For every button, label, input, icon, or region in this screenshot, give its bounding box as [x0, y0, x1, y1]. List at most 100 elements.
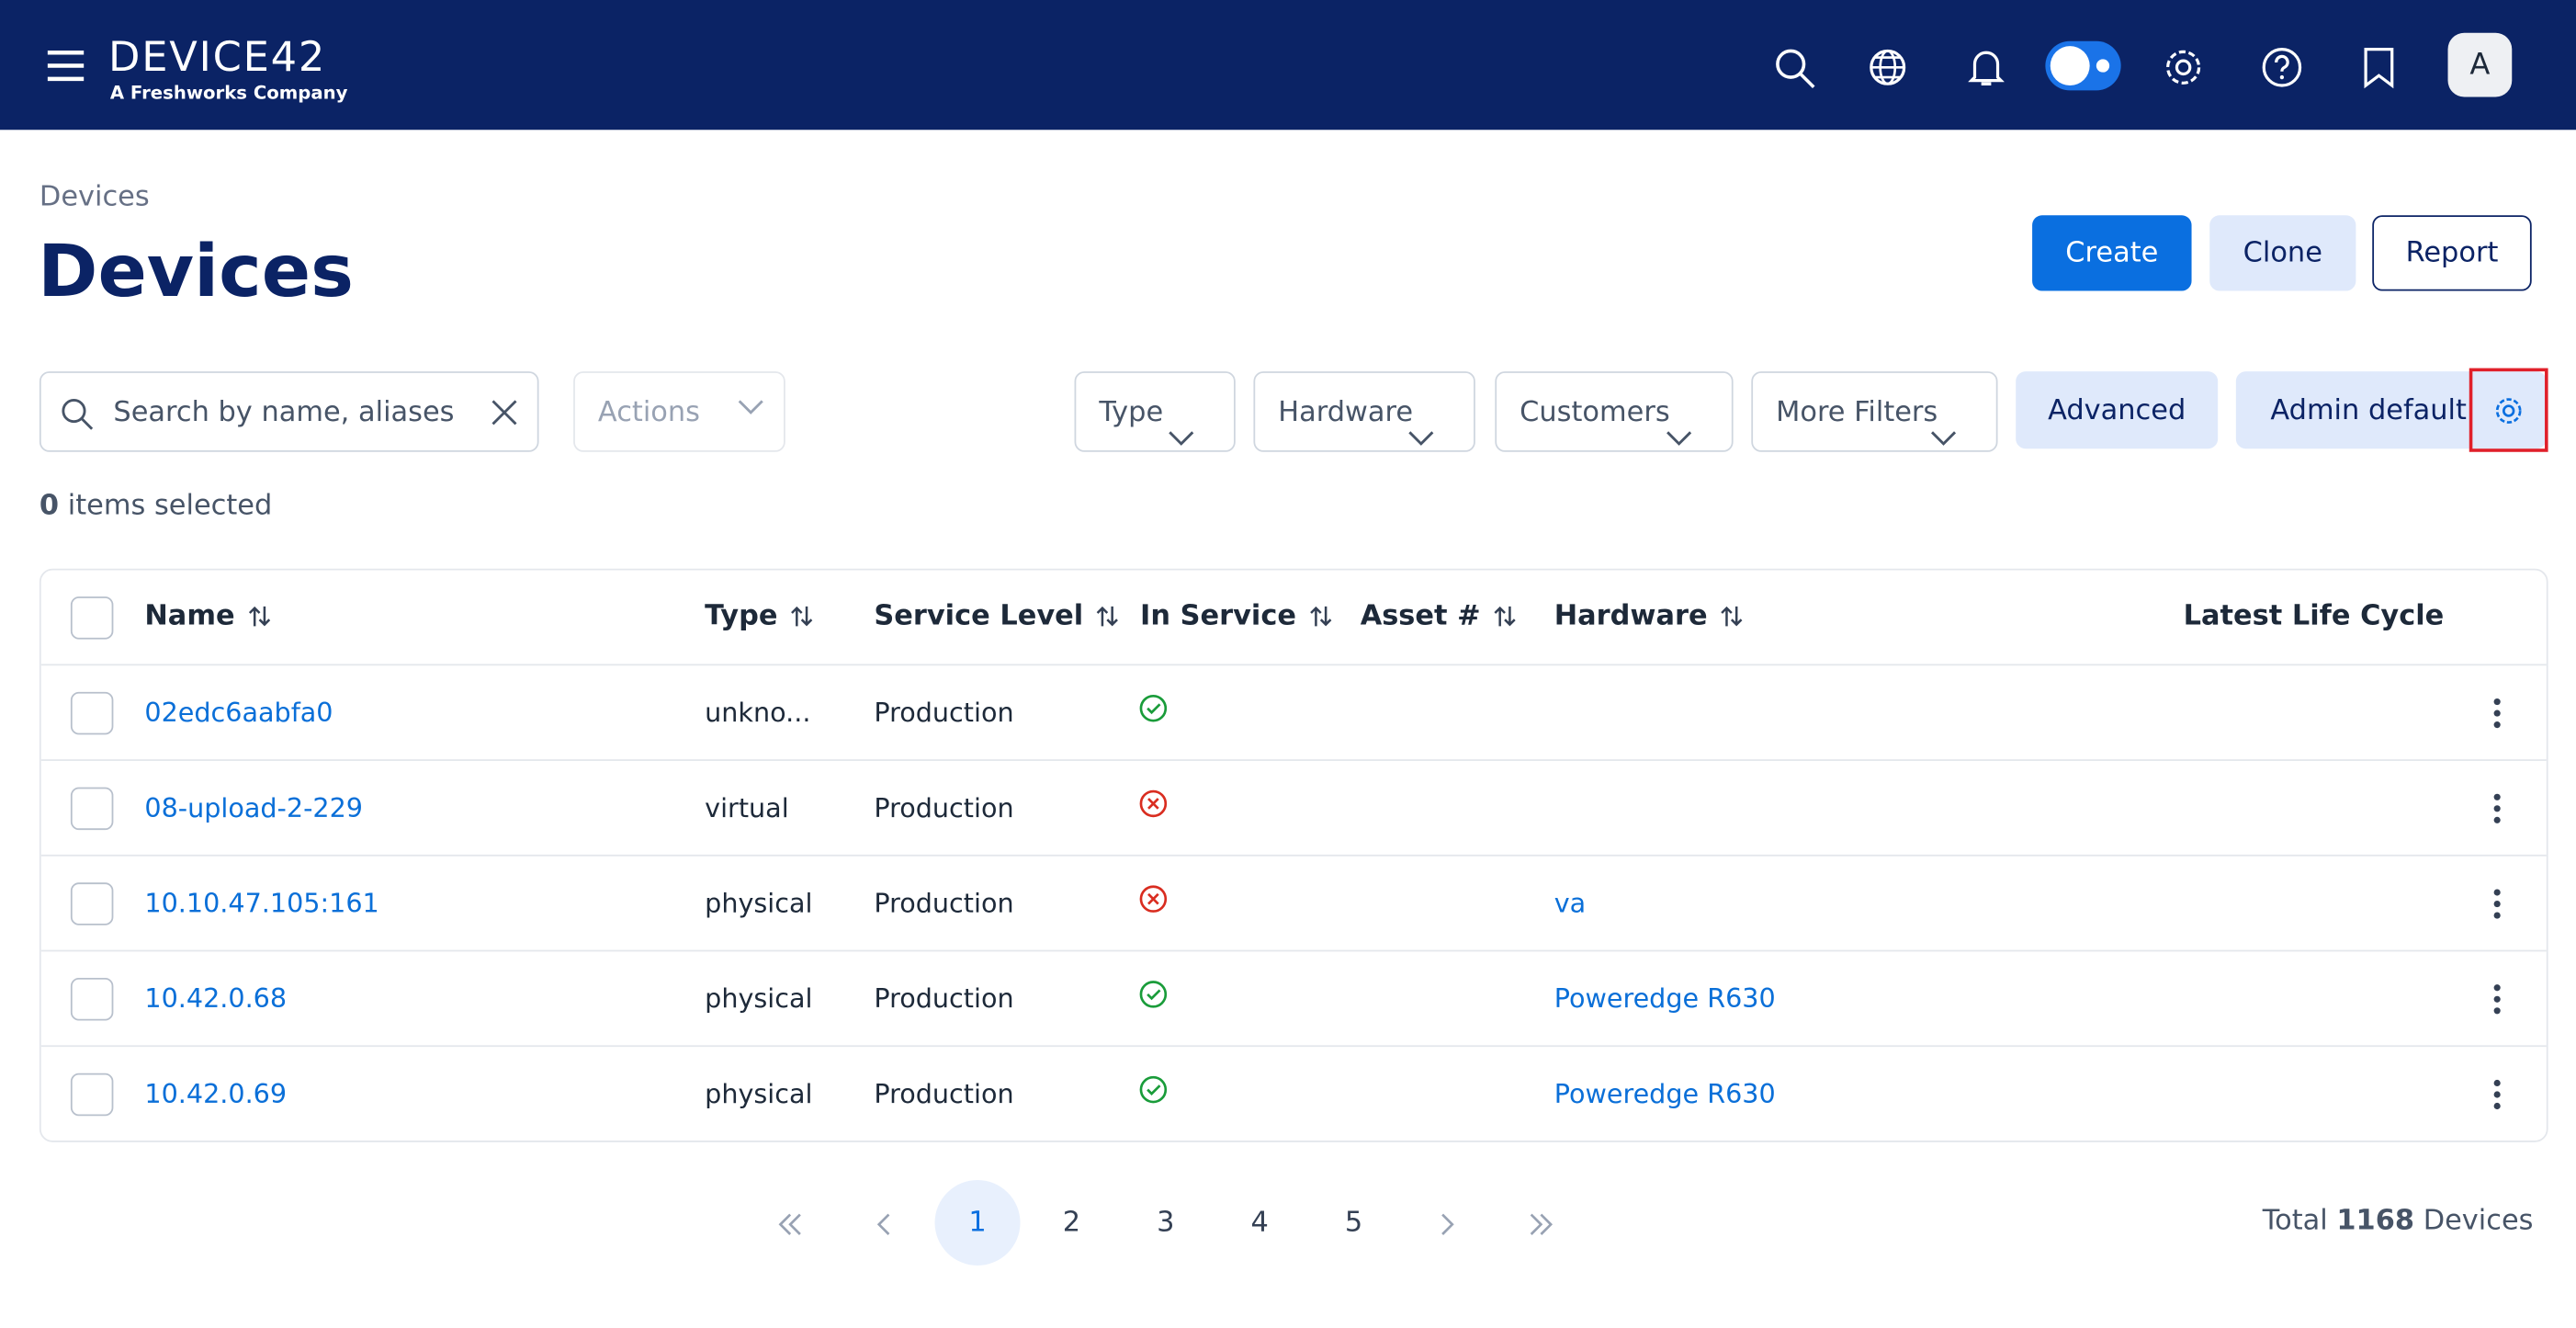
next-page[interactable]: [1434, 1211, 1461, 1243]
globe-icon[interactable]: [1868, 48, 1907, 87]
sort-icon-svg: [248, 606, 271, 627]
view-settings[interactable]: [2469, 368, 2548, 452]
first-page[interactable]: [777, 1211, 804, 1243]
settings-icon[interactable]: [2162, 46, 2204, 88]
in-service-icon-svg: [1139, 981, 1168, 1008]
sort-icon: [791, 605, 814, 628]
sort-icon-svg: [1310, 606, 1332, 627]
service-level: Production: [874, 697, 1014, 729]
device-type: physical: [705, 887, 813, 919]
column-header[interactable]: Service Level: [874, 599, 1120, 633]
page-number[interactable]: 4: [1250, 1206, 1269, 1240]
advanced-button[interactable]: Advanced: [2016, 371, 2219, 449]
device-name[interactable]: 10.42.0.69: [144, 1078, 288, 1110]
filter-label: Type: [1099, 395, 1164, 428]
chevron-svg: [1666, 431, 1692, 446]
actions-dropdown[interactable]: Actions: [573, 371, 785, 452]
not-in-service-icon-svg: [1139, 789, 1168, 818]
column-label: Service Level: [874, 599, 1084, 633]
table-row: 02edc6aabfa0 unkno... Production: [40, 665, 2547, 761]
column-header[interactable]: Hardware: [1554, 600, 1744, 632]
filter-dropdown[interactable]: Hardware: [1253, 371, 1475, 452]
actions-label: Actions: [597, 395, 700, 428]
sort-icon: [1721, 605, 1744, 628]
last-page-svg: [1530, 1213, 1554, 1235]
breadcrumb[interactable]: Devices: [39, 180, 150, 214]
table-row: 10.42.0.69 physical Production Poweredge R6…: [41, 1047, 2547, 1141]
row-menu[interactable]: [2492, 982, 2503, 1022]
filter-dropdown[interactable]: Type: [1074, 371, 1236, 452]
service-level: Production: [874, 1078, 1014, 1110]
column-label: In Service: [1140, 599, 1297, 633]
page-number[interactable]: 2: [1062, 1206, 1081, 1240]
bell-icon[interactable]: [1968, 46, 2005, 88]
last-page[interactable]: [1528, 1211, 1554, 1243]
selection-text: items selected: [67, 489, 273, 523]
logo[interactable]: DEVICE42: [108, 32, 327, 81]
hardware[interactable]: Poweredge R630: [1554, 982, 1776, 1015]
not-in-service-icon-svg: [1139, 885, 1168, 913]
avatar[interactable]: A: [2447, 32, 2513, 97]
sort-icon: [248, 605, 271, 628]
filter-label: Customers: [1520, 395, 1670, 428]
prev-page[interactable]: [871, 1211, 898, 1243]
select-all-checkbox[interactable]: [70, 596, 114, 640]
row-menu-svg: [2493, 984, 2501, 1015]
bookmark-icon[interactable]: [2363, 46, 2396, 89]
row-checkbox[interactable]: [70, 787, 114, 831]
create-button[interactable]: Create: [2032, 215, 2192, 291]
row-checkbox[interactable]: [70, 1073, 114, 1117]
in-service-icon-svg: [1139, 1075, 1168, 1104]
filter-dropdown[interactable]: More Filters: [1751, 371, 1998, 452]
row-menu-svg: [2493, 1079, 2501, 1110]
row-menu[interactable]: [2492, 888, 2503, 927]
report-button[interactable]: Report: [2372, 215, 2532, 291]
row-menu[interactable]: [2492, 792, 2503, 832]
device-name[interactable]: 10.10.47.105:161: [144, 887, 379, 919]
row-checkbox[interactable]: [70, 978, 114, 1021]
row-checkbox[interactable]: [70, 691, 114, 735]
hardware[interactable]: va: [1554, 887, 1587, 919]
device-name[interactable]: 08-upload-2-229: [144, 791, 364, 823]
column-label: Asset #: [1360, 599, 1481, 633]
filter-label: More Filters: [1776, 395, 1938, 428]
devices-table: Name Type Service Level In Service Asset # Ha…: [39, 568, 2548, 1142]
column-header[interactable]: Asset #: [1360, 599, 1517, 633]
first-page-svg: [778, 1213, 801, 1235]
service-level: Production: [874, 887, 1014, 919]
hardware[interactable]: Poweredge R630: [1554, 1078, 1776, 1110]
device-name[interactable]: 02edc6aabfa0: [144, 697, 333, 729]
in-service-icon-svg: [1139, 694, 1168, 722]
device-type: physical: [705, 982, 813, 1015]
table-header: Name Type Service Level In Service Asset # Ha…: [40, 571, 2547, 666]
device-name[interactable]: 10.42.0.68: [144, 982, 288, 1015]
row-menu-svg: [2493, 698, 2501, 729]
search-box[interactable]: Search by name, aliases: [39, 371, 539, 452]
column-header[interactable]: Name: [144, 600, 271, 632]
table-row: 10.42.0.68 physical Production Poweredge R6…: [40, 951, 2547, 1048]
row-checkbox[interactable]: [70, 882, 114, 925]
search-icon[interactable]: [1774, 48, 1816, 90]
clear-icon[interactable]: [491, 400, 518, 426]
search-placeholder: Search by name, aliases: [113, 395, 455, 428]
filter-dropdown[interactable]: Customers: [1495, 371, 1734, 452]
column-label: Type: [705, 599, 778, 633]
row-menu[interactable]: [2492, 1078, 2503, 1118]
page-number[interactable]: 3: [1157, 1206, 1175, 1240]
theme-toggle[interactable]: [2044, 40, 2123, 92]
table-row: 10.10.47.105:161 physical Production va: [40, 857, 2547, 952]
service-level: Production: [874, 791, 1014, 823]
view-button[interactable]: Admin default: [2235, 371, 2547, 449]
page-number[interactable]: 5: [1344, 1206, 1363, 1240]
chevron-svg: [1930, 431, 1957, 446]
top-bar: DEVICE42 A Freshworks Company A: [0, 0, 2576, 131]
menu-icon[interactable]: [46, 50, 85, 83]
row-menu[interactable]: [2492, 697, 2503, 736]
clone-button[interactable]: Clone: [2209, 215, 2356, 291]
sort-icon: [1097, 605, 1120, 628]
column-header[interactable]: In Service: [1140, 599, 1332, 633]
column-header[interactable]: Type: [705, 599, 814, 633]
page-number[interactable]: 1: [934, 1179, 1021, 1266]
help-icon[interactable]: [2261, 46, 2303, 88]
view-label: Admin default: [2270, 393, 2467, 427]
